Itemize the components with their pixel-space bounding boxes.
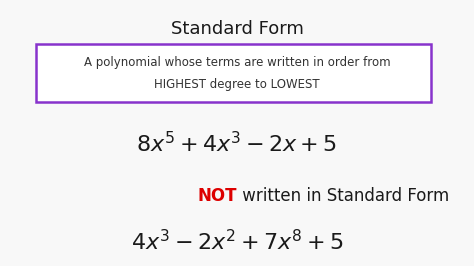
FancyBboxPatch shape	[36, 44, 431, 102]
Text: NOT: NOT	[198, 186, 237, 205]
Text: Standard Form: Standard Form	[171, 20, 303, 38]
Text: $4x^3 - 2x^2 + 7x^8 + 5$: $4x^3 - 2x^2 + 7x^8 + 5$	[131, 230, 343, 255]
Text: HIGHEST degree to LOWEST: HIGHEST degree to LOWEST	[154, 78, 320, 91]
Text: $8x^5 + 4x^3 - 2x + 5$: $8x^5 + 4x^3 - 2x + 5$	[137, 131, 337, 156]
Text: A polynomial whose terms are written in order from: A polynomial whose terms are written in …	[84, 56, 390, 69]
Text: written in Standard Form: written in Standard Form	[237, 186, 449, 205]
